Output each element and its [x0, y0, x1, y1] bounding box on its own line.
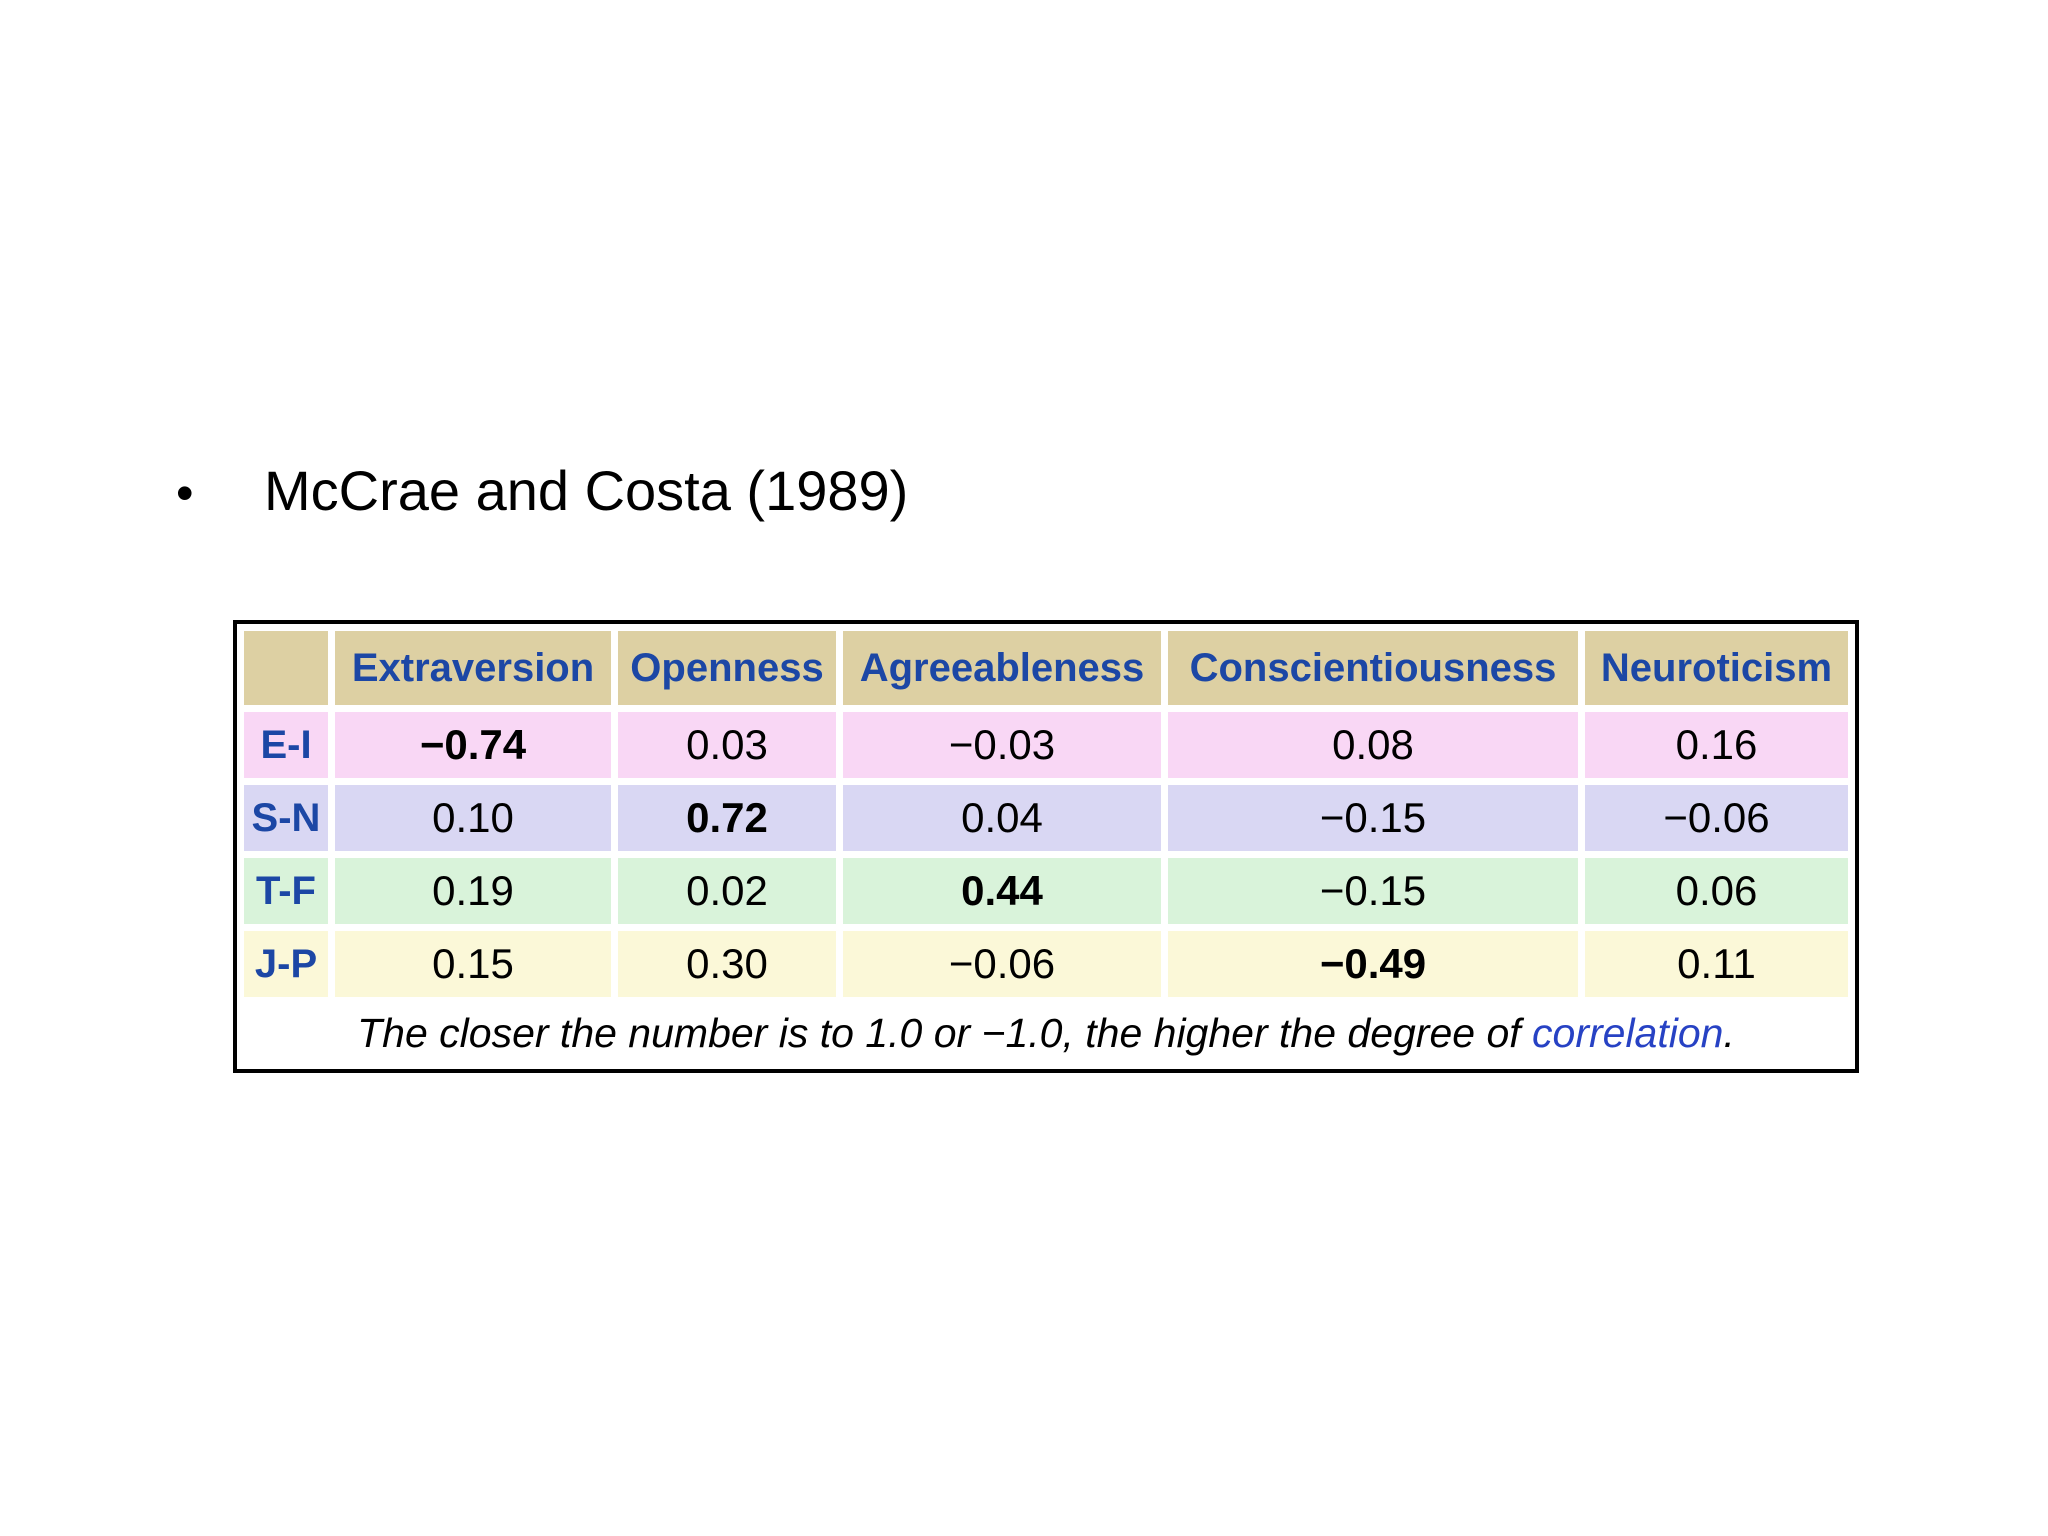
cell-jp-extraversion: 0.15 [335, 931, 611, 997]
cell-ei-conscientiousness: 0.08 [1168, 712, 1578, 778]
cell-sn-openness: 0.72 [618, 785, 836, 851]
cell-ei-openness: 0.03 [618, 712, 836, 778]
cell-sn-neuroticism: −0.06 [1585, 785, 1848, 851]
cell-tf-conscientiousness: −0.15 [1168, 858, 1578, 924]
correlation-link[interactable]: correlation [1532, 1009, 1724, 1056]
table-row-ei: E-I −0.74 0.03 −0.03 0.08 0.16 [244, 712, 1848, 778]
col-header-openness: Openness [618, 631, 836, 705]
row-label-jp: J-P [244, 931, 328, 997]
cell-ei-agreeableness: −0.03 [843, 712, 1161, 778]
row-label-sn: S-N [244, 785, 328, 851]
bullet-marker: • [176, 465, 194, 521]
col-header-conscientiousness: Conscientiousness [1168, 631, 1578, 705]
cell-ei-extraversion: −0.74 [335, 712, 611, 778]
footnote-text: The closer the number is to 1.0 or −1.0,… [357, 1009, 1533, 1056]
table-row-sn: S-N 0.10 0.72 0.04 −0.15 −0.06 [244, 785, 1848, 851]
cell-jp-agreeableness: −0.06 [843, 931, 1161, 997]
col-header-neuroticism: Neuroticism [1585, 631, 1848, 705]
bullet-title-line: • McCrae and Costa (1989) [168, 458, 908, 523]
col-header-agreeableness: Agreeableness [843, 631, 1161, 705]
cell-jp-neuroticism: 0.11 [1585, 931, 1848, 997]
cell-jp-conscientiousness: −0.49 [1168, 931, 1578, 997]
corner-cell [244, 631, 328, 705]
col-header-extraversion: Extraversion [335, 631, 611, 705]
cell-jp-openness: 0.30 [618, 931, 836, 997]
row-label-ei: E-I [244, 712, 328, 778]
cell-sn-agreeableness: 0.04 [843, 785, 1161, 851]
cell-tf-openness: 0.02 [618, 858, 836, 924]
row-label-tf: T-F [244, 858, 328, 924]
correlation-table-container: Extraversion Openness Agreeableness Cons… [233, 620, 1859, 1073]
cell-sn-conscientiousness: −0.15 [1168, 785, 1578, 851]
table-row-tf: T-F 0.19 0.02 0.44 −0.15 0.06 [244, 858, 1848, 924]
cell-sn-extraversion: 0.10 [335, 785, 611, 851]
footnote-period: . [1723, 1009, 1735, 1056]
table-row-jp: J-P 0.15 0.30 −0.06 −0.49 0.11 [244, 931, 1848, 997]
footnote: The closer the number is to 1.0 or −1.0,… [244, 1004, 1848, 1062]
footnote-row: The closer the number is to 1.0 or −1.0,… [244, 1004, 1848, 1062]
cell-tf-neuroticism: 0.06 [1585, 858, 1848, 924]
page-title: McCrae and Costa (1989) [264, 459, 909, 522]
correlation-table: Extraversion Openness Agreeableness Cons… [233, 620, 1859, 1073]
cell-tf-extraversion: 0.19 [335, 858, 611, 924]
header-row: Extraversion Openness Agreeableness Cons… [244, 631, 1848, 705]
cell-tf-agreeableness: 0.44 [843, 858, 1161, 924]
cell-ei-neuroticism: 0.16 [1585, 712, 1848, 778]
